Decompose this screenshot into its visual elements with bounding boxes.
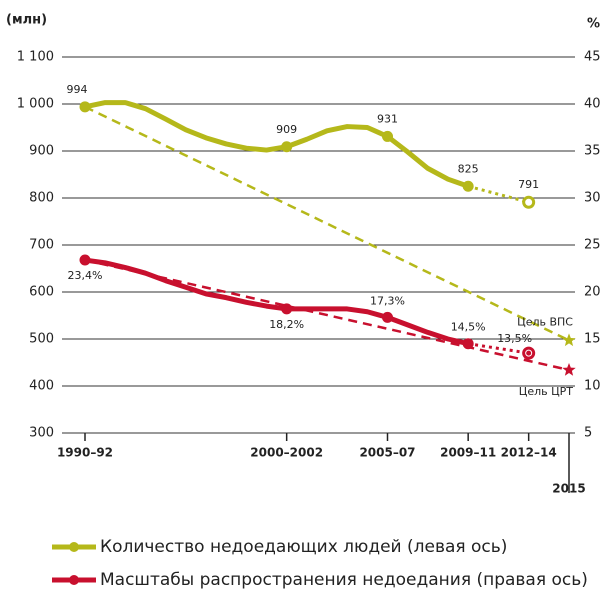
y2-tick-label: 20	[584, 285, 601, 300]
legend-marker	[69, 575, 79, 585]
legend-label: Количество недоедающих людей (левая ось)	[100, 537, 507, 557]
x-tick-label: 2000–2002	[250, 446, 323, 460]
y-tick-label: 900	[29, 144, 54, 159]
y2-tick-label: 45	[584, 50, 601, 65]
data-label: 994	[67, 83, 88, 96]
data-label: 931	[377, 112, 398, 125]
data-label: 17,3%	[370, 294, 405, 307]
y2-tick-label: 15	[584, 332, 601, 347]
legend-marker	[69, 542, 79, 552]
x-tick-label: 2015	[552, 482, 585, 496]
target-label: Цель ЦРТ	[519, 385, 573, 398]
data-point	[281, 141, 293, 153]
target-marker	[562, 363, 576, 376]
x-tick-label: 2009–11	[440, 446, 496, 460]
data-point	[462, 338, 474, 350]
y-tick-label: 400	[29, 379, 54, 394]
data-label: 13,5%	[497, 332, 532, 345]
y2-tick-label: 10	[584, 379, 601, 394]
x-tick-label: 2012–14	[501, 446, 557, 460]
series-line	[84, 257, 469, 347]
y-tick-label: 600	[29, 285, 54, 300]
x-tick-label: 2005–07	[359, 446, 415, 460]
y-tick-label: 300	[29, 426, 54, 441]
y2-tick-label: 35	[584, 144, 601, 159]
y2-tick-label: 5	[584, 426, 592, 441]
target-line	[84, 105, 570, 342]
y2-tick-label: 25	[584, 238, 601, 253]
y-tick-label: 1 100	[17, 50, 54, 65]
target-marker	[562, 333, 576, 347]
series-line	[84, 100, 469, 189]
series-projection	[467, 342, 529, 355]
data-point	[79, 101, 91, 113]
target-label: Цель ВПС	[517, 315, 573, 328]
y-tick-label: 700	[29, 238, 54, 253]
y2-axis-label: %	[587, 17, 600, 32]
data-label: 909	[276, 123, 297, 136]
data-point	[522, 195, 536, 209]
data-point	[462, 180, 474, 192]
x-tick-label: 1990–92	[57, 446, 113, 460]
y2-tick-label: 30	[584, 191, 601, 206]
y-tick-label: 500	[29, 332, 54, 347]
y-axis-label: (млн)	[6, 13, 47, 28]
data-point-inner	[526, 350, 532, 356]
y-tick-label: 1 000	[17, 97, 54, 112]
data-point	[79, 254, 91, 266]
data-point	[382, 311, 393, 323]
data-point	[281, 303, 293, 315]
data-label: 23,4%	[68, 269, 103, 282]
legend-label: Масштабы распространения недоедания (пра…	[100, 570, 588, 590]
data-point	[382, 130, 393, 142]
y-tick-label: 800	[29, 191, 54, 206]
data-label: 825	[458, 162, 479, 175]
data-label: 14,5%	[451, 321, 486, 334]
y2-tick-label: 40	[584, 97, 601, 112]
data-label: 791	[518, 178, 539, 191]
data-label: 18,2%	[269, 318, 304, 331]
